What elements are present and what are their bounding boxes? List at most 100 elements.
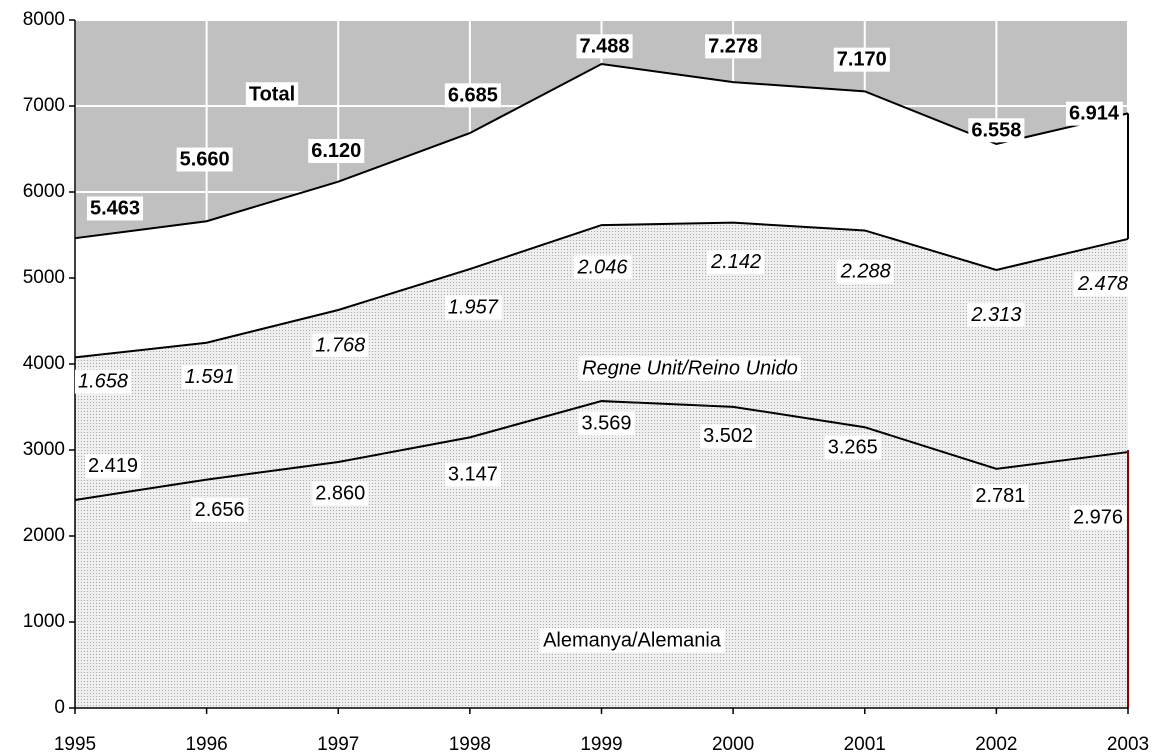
value-label-box [1065, 101, 1123, 126]
value-label: 3.265 [828, 436, 878, 458]
value-label-box [833, 47, 890, 72]
value-label: 2.478 [1077, 273, 1128, 295]
value-label-group: 2.288 [836, 259, 894, 284]
series-label: Total [249, 83, 295, 105]
value-label-box [968, 118, 1025, 143]
value-label-group: 3.502 [700, 424, 757, 449]
series-line [74, 62, 1129, 240]
value-label: 1.768 [315, 334, 365, 356]
value-label: 1.658 [78, 371, 128, 393]
x-tick-label: 2003 [1107, 734, 1149, 755]
value-label-group: 3.265 [824, 435, 881, 460]
value-label-group: 2.860 [312, 481, 369, 506]
value-label: 3.502 [703, 425, 753, 447]
value-label: 2.046 [576, 256, 628, 278]
x-tick-label: 2002 [975, 734, 1017, 755]
value-label-box [824, 435, 881, 460]
value-label: 7.488 [579, 35, 629, 57]
value-label: 6.914 [1069, 103, 1120, 125]
value-label-group: 1.591 [181, 365, 238, 390]
value-label-group: 5.660 [176, 147, 233, 172]
value-label-box [444, 83, 501, 108]
series-line [74, 400, 1129, 501]
value-label: 5.463 [90, 197, 140, 219]
y-tick-label: 0 [54, 697, 65, 718]
value-label-box [191, 497, 248, 522]
value-label-box [707, 249, 765, 274]
y-tick-label: 8000 [23, 9, 65, 30]
value-label: 7.170 [837, 49, 887, 71]
x-tick-label: 1997 [317, 734, 359, 755]
y-tick-label: 3000 [23, 439, 65, 460]
value-label-group: 7.170 [833, 47, 890, 72]
value-label-group: 2.313 [967, 303, 1025, 328]
x-tick-label: 1995 [54, 734, 96, 755]
y-tick-label: 2000 [23, 525, 65, 546]
value-label-group: 1.957 [444, 295, 502, 320]
value-label-box [836, 259, 894, 284]
value-label-box [444, 462, 501, 487]
value-label-box [967, 303, 1025, 328]
x-tick-label: 2001 [844, 734, 886, 755]
value-label-group: 2.781 [972, 484, 1029, 509]
value-label: 2.288 [840, 261, 891, 283]
area [75, 64, 1128, 358]
series-label-box [245, 82, 299, 107]
value-label-box [444, 295, 502, 320]
value-label: 1.957 [448, 296, 499, 318]
value-label-group: 5.463 [86, 196, 144, 221]
value-label: 1.591 [185, 366, 235, 388]
area [75, 401, 1128, 708]
value-label-box [84, 454, 142, 479]
value-label-group: 6.120 [308, 138, 365, 163]
value-label: 2.781 [975, 485, 1025, 507]
value-label-group: 1.768 [312, 333, 369, 358]
x-tick-label: 1998 [449, 734, 491, 755]
value-label-box [181, 365, 238, 390]
value-label: 6.685 [448, 84, 498, 106]
x-tick-label: 1999 [580, 734, 622, 755]
series-label-group: Regne Unit/Reino Unido [579, 356, 801, 381]
y-tick-label: 6000 [23, 181, 65, 202]
value-label-group: 7.278 [705, 34, 762, 59]
value-label-group: 3.569 [578, 411, 635, 436]
value-label-box [74, 369, 132, 394]
value-label-box [573, 255, 632, 280]
value-label-box [176, 147, 233, 172]
value-label: 2.142 [710, 251, 761, 273]
value-label-box [312, 333, 369, 358]
series-label-group: Alemanya/Alemania [540, 628, 725, 653]
series-label-group: Total [245, 82, 299, 107]
value-label-group: 6.558 [968, 118, 1025, 143]
value-label: 2.860 [315, 482, 365, 504]
value-label: 2.976 [1073, 506, 1123, 528]
series-label: Alemanya/Alemania [543, 629, 722, 651]
value-label-group: 7.488 [576, 34, 633, 59]
y-tick-label: 4000 [23, 353, 65, 374]
y-tick-label: 7000 [23, 95, 65, 116]
y-tick-label: 5000 [23, 267, 65, 288]
value-label-group: 2.478 [1073, 272, 1132, 297]
value-label: 3.569 [581, 412, 631, 434]
value-label-group: 3.147 [444, 462, 501, 487]
x-tick-label: 1996 [185, 734, 227, 755]
value-label-box [1069, 505, 1127, 530]
value-label: 6.120 [311, 140, 361, 162]
value-label: 5.660 [180, 149, 230, 171]
value-label-box [86, 196, 144, 221]
value-label-group: 2.656 [191, 497, 248, 522]
series-label: Regne Unit/Reino Unido [582, 357, 798, 379]
series-label-box [579, 356, 801, 381]
value-label-group: 2.046 [573, 255, 632, 280]
value-label-group: 6.685 [444, 83, 501, 108]
value-label: 6.558 [971, 119, 1021, 141]
series-line [74, 221, 1129, 359]
value-label: 2.656 [195, 499, 245, 521]
value-label-box [308, 138, 365, 163]
y-tick-label: 1000 [23, 611, 65, 632]
value-label-box [1073, 272, 1132, 297]
value-label-box [972, 484, 1029, 509]
value-label: 2.419 [88, 455, 138, 477]
value-label: 3.147 [448, 464, 498, 486]
